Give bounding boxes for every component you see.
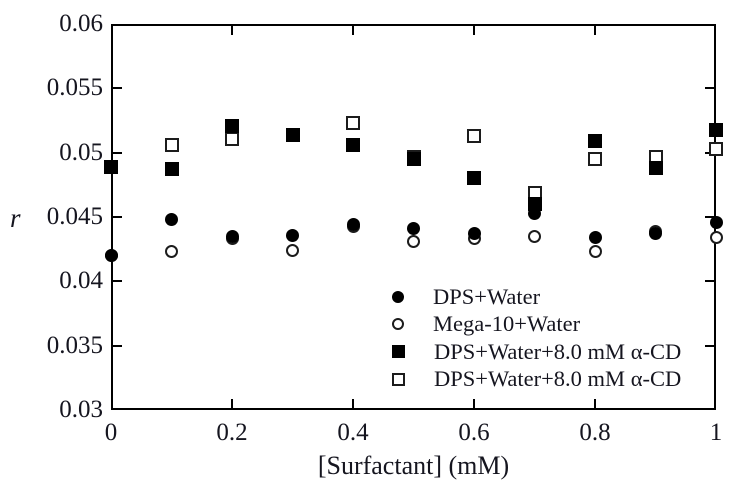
y-axis-tick-right (705, 87, 714, 90)
data-point-open-square (588, 152, 602, 167)
x-axis-tick (473, 399, 475, 408)
x-axis-tick (594, 399, 596, 408)
data-point-filled-square (648, 161, 663, 176)
y-axis-tick (113, 87, 122, 90)
data-point-filled-circle (286, 228, 299, 242)
data-point-open-circle (588, 245, 602, 259)
x-axis-tick-label: 0.6 (458, 419, 490, 446)
y-axis-tick-right (705, 216, 714, 218)
data-point-filled-circle (346, 218, 360, 232)
x-axis-tick-top (352, 26, 354, 35)
data-point-filled-circle (165, 213, 178, 227)
y-axis-tick (113, 280, 122, 283)
x-axis-tick-label: 1 (709, 419, 723, 446)
x-axis-tick-label: 0.2 (216, 419, 248, 446)
x-axis-tick-top (473, 26, 475, 35)
data-point-filled-circle (649, 227, 662, 241)
data-point-filled-square (467, 171, 481, 186)
y-axis-tick-label: 0.035 (46, 331, 103, 359)
x-axis-title: [Surfactant] (mM) (317, 451, 510, 480)
x-axis-tick (231, 399, 233, 408)
data-point-filled-square (527, 197, 542, 212)
data-point-open-square (225, 131, 239, 146)
data-point-open-circle (528, 229, 541, 243)
data-point-filled-square (164, 162, 179, 177)
y-axis-title: r (10, 203, 21, 233)
x-axis-tick-label: 0.4 (337, 419, 369, 446)
data-point-filled-square (406, 152, 421, 167)
data-point-open-square (467, 128, 481, 143)
data-point-open-square (164, 137, 179, 152)
data-point-open-circle (286, 243, 299, 257)
x-axis-tick (352, 399, 354, 408)
x-axis-tick-label: 0.8 (579, 419, 611, 446)
y-axis-tick-right (705, 344, 714, 347)
x-axis-tick-top (594, 26, 596, 35)
data-point-filled-square (225, 118, 239, 133)
data-point-filled-circle (709, 215, 723, 229)
y-axis-tick (113, 344, 122, 347)
y-axis-tick-label: 0.04 (59, 267, 103, 295)
y-axis-tick-label: 0.06 (59, 10, 103, 37)
x-axis-tick-label: 0 (104, 419, 118, 446)
data-point-filled-circle (467, 227, 481, 241)
data-point-open-circle (407, 234, 420, 248)
data-point-filled-circle (588, 231, 602, 245)
data-point-filled-square (104, 159, 118, 174)
data-point-filled-circle (225, 229, 239, 243)
data-point-filled-square (588, 134, 602, 149)
data-point-filled-square (285, 127, 300, 142)
data-point-open-square (709, 141, 723, 156)
y-axis-tick-label: 0.05 (59, 138, 103, 166)
y-axis-tick (113, 216, 122, 218)
y-axis-tick (113, 151, 122, 154)
data-point-filled-circle (104, 249, 118, 263)
data-point-open-circle (165, 245, 178, 259)
y-axis-tick-right (705, 280, 714, 283)
data-point-filled-circle (407, 222, 420, 236)
data-point-open-square (346, 116, 360, 131)
y-axis-tick-label: 0.055 (46, 74, 103, 102)
y-axis-tick-label: 0.03 (59, 396, 103, 423)
plot-area (111, 24, 716, 410)
data-point-open-circle (709, 231, 723, 245)
data-point-filled-square (709, 122, 723, 137)
x-axis-tick-top (231, 26, 233, 35)
data-point-filled-square (346, 137, 360, 152)
y-axis-tick-label: 0.045 (46, 203, 103, 230)
